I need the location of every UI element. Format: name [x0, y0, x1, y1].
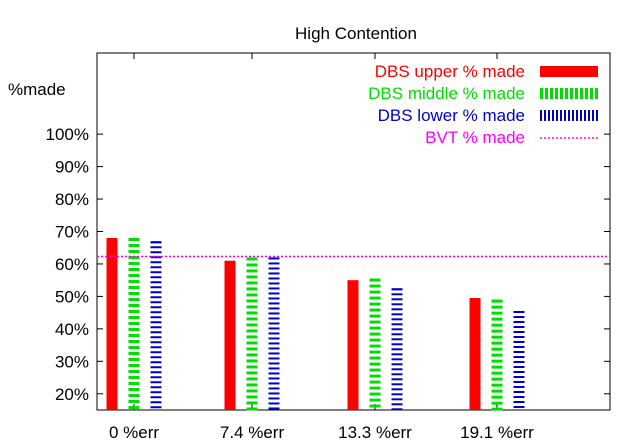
- y-tick-label: 60%: [55, 255, 89, 274]
- bar: [347, 280, 359, 410]
- y-axis-label: %made: [8, 80, 66, 99]
- legend: DBS upper % made DBS middle % made DBS low…: [368, 62, 598, 147]
- legend-label: DBS lower % made: [378, 106, 525, 125]
- bar-fill: [106, 237, 118, 410]
- legend-swatch: [540, 66, 598, 77]
- legend-swatch: [540, 88, 598, 99]
- x-tick-label: 7.4 %err: [220, 423, 285, 442]
- y-tick-label: 90%: [55, 158, 89, 177]
- bar: [150, 241, 162, 409]
- bar-fill: [224, 260, 236, 410]
- bar: [369, 278, 381, 408]
- bar: [128, 237, 140, 409]
- bar: [513, 311, 525, 409]
- x-tick-label: 0 %err: [109, 423, 159, 442]
- bar-fill: [347, 280, 359, 410]
- bar: [391, 288, 403, 411]
- y-tick-label: 20%: [55, 385, 89, 404]
- y-tick-label: 80%: [55, 190, 89, 209]
- y-tick-label: 70%: [55, 223, 89, 242]
- bar: [246, 257, 258, 411]
- x-tick-label: 19.1 %err: [460, 423, 534, 442]
- bar: [469, 298, 481, 410]
- chart-title: High Contention: [295, 24, 417, 43]
- legend-label: DBS middle % made: [368, 84, 525, 103]
- x-tick-label: 13.3 %err: [338, 423, 412, 442]
- bar: [491, 299, 503, 411]
- bar-fill: [469, 298, 481, 410]
- legend-label: DBS upper % made: [375, 62, 525, 81]
- y-tick-label: 30%: [55, 352, 89, 371]
- plot-area: 20% 30% 40% 50% 60% 70% 80% 90% 100% 0 %err 7.4 %e…: [46, 52, 611, 442]
- legend-swatch: [540, 110, 598, 121]
- legend-label: BVT % made: [425, 128, 525, 147]
- y-tick-label: 100%: [46, 125, 89, 144]
- bar: [224, 260, 236, 410]
- bar: [106, 237, 118, 410]
- bar: [268, 257, 280, 410]
- y-tick-label: 40%: [55, 320, 89, 339]
- y-tick-label: 50%: [55, 287, 89, 306]
